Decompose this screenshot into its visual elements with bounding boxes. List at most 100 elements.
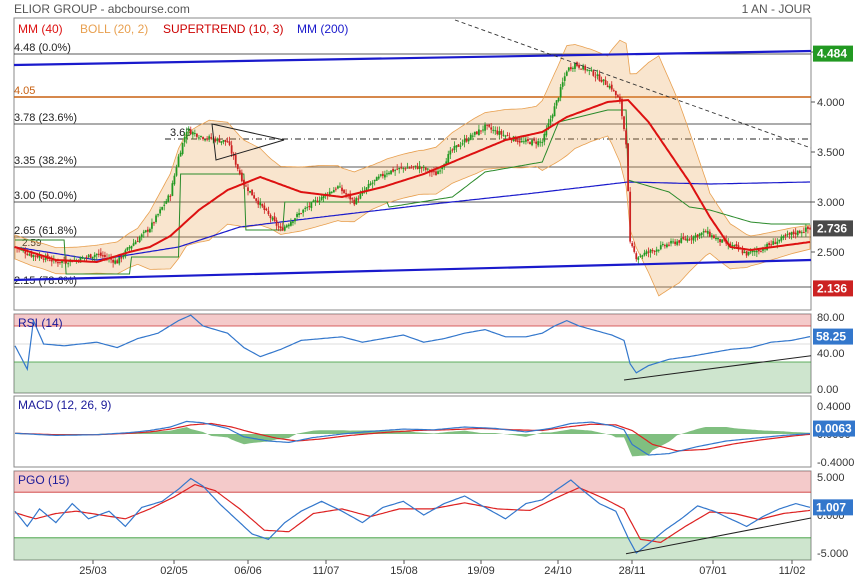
candle-body	[588, 69, 591, 71]
candle-body	[216, 138, 219, 141]
candle-body	[804, 227, 807, 232]
candle-body	[475, 131, 478, 135]
candle-body	[551, 115, 554, 119]
candle-body	[502, 134, 505, 136]
candle-body	[292, 221, 294, 223]
candle-body	[406, 167, 409, 169]
candle-body	[690, 238, 693, 240]
candle-body	[747, 251, 750, 255]
candle-body	[404, 168, 407, 170]
candle-body	[731, 245, 734, 247]
candle-body	[676, 241, 679, 245]
macd-badge	[813, 420, 855, 437]
candle-body	[159, 209, 162, 214]
candle-body	[99, 252, 102, 256]
price-badge-label: 2.736	[817, 221, 847, 235]
candle-body	[320, 197, 323, 201]
candle-body	[790, 232, 793, 236]
candle-body	[120, 256, 123, 259]
candle-body	[249, 191, 251, 193]
candle-body	[529, 142, 531, 145]
triangle-pattern	[211, 123, 285, 161]
candle-body	[451, 149, 454, 151]
candle-body	[390, 170, 392, 174]
candle-body	[455, 145, 458, 148]
fib-label: 4.48 (0.0%)	[14, 42, 71, 54]
candle-body	[484, 124, 486, 131]
x-tick-label: 25/03	[79, 565, 107, 577]
candle-body	[224, 139, 227, 142]
candle-body	[798, 230, 801, 234]
candle-body	[414, 165, 417, 167]
candle-body	[760, 251, 762, 253]
candle-body	[555, 100, 558, 106]
candle-body	[565, 71, 568, 76]
candle-body	[287, 224, 290, 227]
candle-body	[753, 251, 756, 253]
macd-signal-line	[14, 422, 811, 452]
candle-body	[637, 257, 640, 260]
candle-body	[155, 215, 157, 222]
candle-body	[193, 133, 196, 135]
pgo-badge	[813, 499, 853, 516]
candle-body	[674, 241, 677, 245]
candle-body	[386, 173, 388, 175]
candle-body	[281, 227, 284, 231]
candle-body	[87, 255, 90, 257]
rsi-y-tick: 0.00	[817, 384, 838, 396]
candle-body	[339, 186, 341, 188]
candle-body	[543, 133, 546, 142]
candle-body	[721, 239, 724, 243]
pgo-y-tick: -5.000	[817, 548, 848, 560]
candle-body	[463, 139, 466, 143]
candle-body	[50, 259, 53, 262]
candle-body	[59, 261, 61, 263]
candle-body	[520, 140, 523, 142]
candle-body	[559, 87, 562, 98]
pgo-title: PGO (15)	[18, 473, 69, 487]
candle-body	[334, 188, 337, 190]
candle-body	[42, 258, 45, 260]
candle-body	[126, 247, 129, 251]
candle-body	[161, 207, 164, 210]
candle-body	[420, 167, 423, 169]
candle-body	[537, 141, 540, 146]
macd-badge-label: 0.0063	[815, 422, 852, 436]
candle-body	[486, 124, 488, 126]
legend-entry: MM (200)	[297, 22, 348, 36]
candle-body	[776, 241, 779, 244]
candle-body	[684, 238, 687, 240]
rsi-panel: RSI (14) 80.00 40.00 0.00 58.25	[13, 312, 853, 396]
candle-body	[488, 124, 491, 127]
candle-body	[453, 146, 456, 151]
candle-body	[347, 193, 350, 195]
candle-body	[612, 90, 615, 92]
candle-body	[708, 231, 711, 237]
candle-body	[138, 237, 141, 242]
candle-body	[482, 129, 484, 131]
candle-body	[433, 171, 435, 173]
candle-body	[706, 230, 709, 234]
candle-body	[251, 189, 253, 196]
candle-body	[647, 251, 650, 253]
candle-body	[146, 229, 149, 232]
legend-entry: BOLL (20, 2)	[80, 22, 148, 36]
pgo-trendline	[625, 517, 812, 555]
candle-body	[522, 141, 525, 143]
candle-body	[547, 123, 550, 129]
macd-title: MACD (12, 26, 9)	[18, 398, 111, 412]
candle-body	[600, 79, 603, 83]
candle-body	[298, 213, 300, 215]
candle-body	[163, 204, 166, 206]
candle-body	[196, 133, 198, 137]
candle-body	[580, 68, 582, 70]
rsi-badge	[813, 328, 853, 345]
candle-body	[208, 136, 211, 139]
y-tick-label: 2.500	[817, 247, 845, 259]
candle-body	[784, 234, 787, 237]
candle-body	[788, 232, 791, 235]
candle-body	[514, 137, 517, 142]
candle-body	[355, 197, 358, 205]
candle-body	[400, 167, 403, 169]
